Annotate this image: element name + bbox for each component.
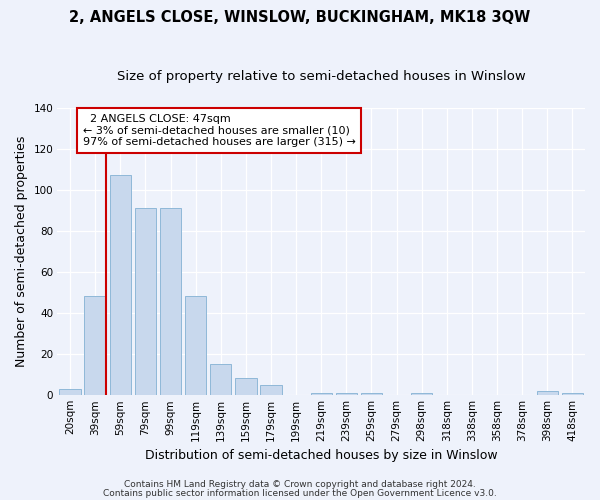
Bar: [361, 393, 382, 395]
Bar: [235, 378, 257, 395]
Text: Contains public sector information licensed under the Open Government Licence v3: Contains public sector information licen…: [103, 488, 497, 498]
Bar: [185, 296, 206, 395]
Bar: [59, 388, 81, 395]
Y-axis label: Number of semi-detached properties: Number of semi-detached properties: [15, 136, 28, 367]
Bar: [260, 384, 281, 395]
Text: 2, ANGELS CLOSE, WINSLOW, BUCKINGHAM, MK18 3QW: 2, ANGELS CLOSE, WINSLOW, BUCKINGHAM, MK…: [70, 10, 530, 25]
Bar: [160, 208, 181, 395]
X-axis label: Distribution of semi-detached houses by size in Winslow: Distribution of semi-detached houses by …: [145, 450, 497, 462]
Bar: [85, 296, 106, 395]
Bar: [536, 391, 558, 395]
Bar: [562, 393, 583, 395]
Bar: [110, 176, 131, 395]
Bar: [210, 364, 232, 395]
Text: Contains HM Land Registry data © Crown copyright and database right 2024.: Contains HM Land Registry data © Crown c…: [124, 480, 476, 489]
Bar: [411, 393, 433, 395]
Bar: [135, 208, 156, 395]
Text: 2 ANGELS CLOSE: 47sqm
← 3% of semi-detached houses are smaller (10)
97% of semi-: 2 ANGELS CLOSE: 47sqm ← 3% of semi-detac…: [83, 114, 355, 147]
Bar: [335, 393, 357, 395]
Bar: [311, 393, 332, 395]
Title: Size of property relative to semi-detached houses in Winslow: Size of property relative to semi-detach…: [117, 70, 526, 83]
